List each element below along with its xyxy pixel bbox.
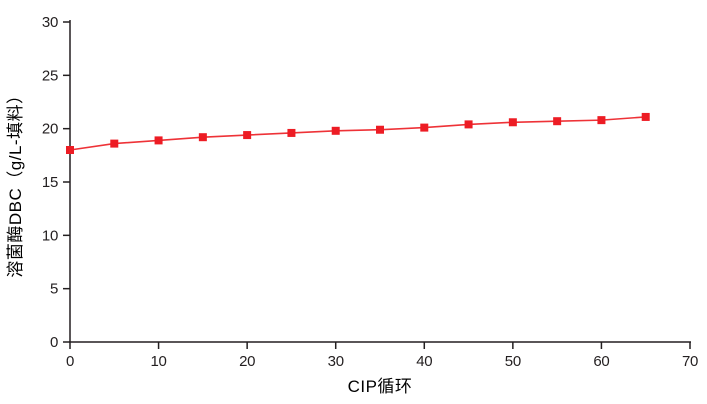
- data-point-marker: [198, 133, 207, 142]
- data-point-marker: [641, 112, 650, 121]
- data-point-marker: [376, 125, 384, 134]
- data-series: [66, 112, 650, 154]
- tick-labels: 0 5 10 15 20 25 30 0 10 20 30 40 50 60 70: [42, 14, 698, 370]
- data-point-marker: [243, 131, 252, 140]
- x-tick-label: 30: [328, 353, 344, 370]
- data-point-marker: [508, 118, 517, 127]
- x-tick-label: 60: [593, 353, 609, 370]
- data-point-marker: [154, 136, 163, 145]
- y-axis-title: 溶菌酶DBC（g/L-填料）: [6, 86, 25, 277]
- data-point-marker: [464, 120, 473, 129]
- data-point-marker: [66, 146, 74, 154]
- x-tick-label: 40: [416, 353, 432, 370]
- x-tick-label: 10: [151, 353, 167, 370]
- data-point-marker: [597, 116, 606, 125]
- data-point-marker: [331, 126, 340, 135]
- x-tick-label: 50: [505, 353, 521, 370]
- series-line: [69, 116, 646, 151]
- y-tick-label: 15: [42, 174, 58, 191]
- y-tick-label: 20: [42, 121, 58, 138]
- y-tick-label: 10: [42, 227, 58, 244]
- axis-ticks: [63, 21, 691, 349]
- y-tick-label: 0: [50, 334, 58, 351]
- x-tick-label: 70: [682, 353, 698, 370]
- y-tick-label: 25: [42, 67, 58, 84]
- x-tick-label: 0: [66, 353, 74, 370]
- data-point-marker: [553, 117, 562, 126]
- y-tick-label: 5: [50, 281, 58, 298]
- data-point-marker: [287, 128, 296, 137]
- x-axis-title: CIP循环: [348, 377, 413, 396]
- data-point-marker: [110, 139, 119, 148]
- data-point-marker: [420, 123, 429, 132]
- x-tick-label: 20: [239, 353, 255, 370]
- y-tick-label: 30: [42, 14, 58, 31]
- axes: [69, 20, 691, 343]
